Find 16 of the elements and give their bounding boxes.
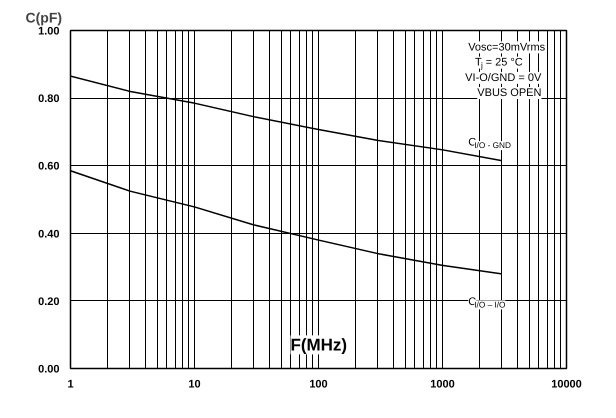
annotation: VBUS OPEN [477,87,542,100]
annotation: VI-O/GND = 0V [465,72,542,84]
x-tick-label: 100 [309,378,328,390]
y-tick-label: 0.60 [38,160,60,173]
y-tick-label: 0.80 [38,93,60,106]
x-tick-label: 1 [67,378,74,390]
y-tick-label: 0.20 [38,296,60,308]
annotation: Vosc=30mVrms [468,41,546,54]
x-tick-label: 10 [188,378,201,390]
y-axis-title: C(pF) [26,10,62,26]
x-tick-label: 10000 [551,378,582,390]
y-tick-label: 0.00 [38,364,60,376]
y-tick-label: 0.40 [38,228,60,240]
y-tick-label: 1.00 [38,26,60,38]
x-axis-title: F(MHz) [290,335,348,354]
x-tick-label: 1000 [430,378,455,390]
